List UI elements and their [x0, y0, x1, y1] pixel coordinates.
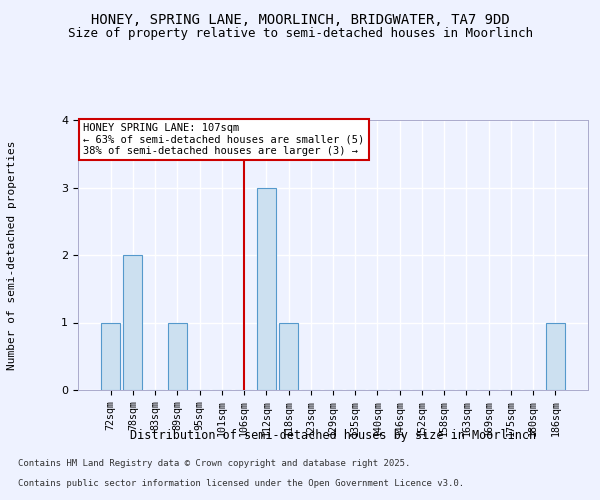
Text: HONEY, SPRING LANE, MOORLINCH, BRIDGWATER, TA7 9DD: HONEY, SPRING LANE, MOORLINCH, BRIDGWATE…: [91, 12, 509, 26]
Bar: [101, 322, 120, 390]
Text: Number of semi-detached properties: Number of semi-detached properties: [7, 140, 17, 370]
Text: Size of property relative to semi-detached houses in Moorlinch: Size of property relative to semi-detach…: [67, 28, 533, 40]
Bar: [168, 322, 187, 390]
Bar: [124, 255, 142, 390]
Bar: [279, 322, 298, 390]
Bar: [257, 188, 276, 390]
Text: Distribution of semi-detached houses by size in Moorlinch: Distribution of semi-detached houses by …: [130, 428, 536, 442]
Bar: [546, 322, 565, 390]
Text: Contains HM Land Registry data © Crown copyright and database right 2025.: Contains HM Land Registry data © Crown c…: [18, 458, 410, 468]
Text: Contains public sector information licensed under the Open Government Licence v3: Contains public sector information licen…: [18, 478, 464, 488]
Text: HONEY SPRING LANE: 107sqm
← 63% of semi-detached houses are smaller (5)
38% of s: HONEY SPRING LANE: 107sqm ← 63% of semi-…: [83, 122, 364, 156]
